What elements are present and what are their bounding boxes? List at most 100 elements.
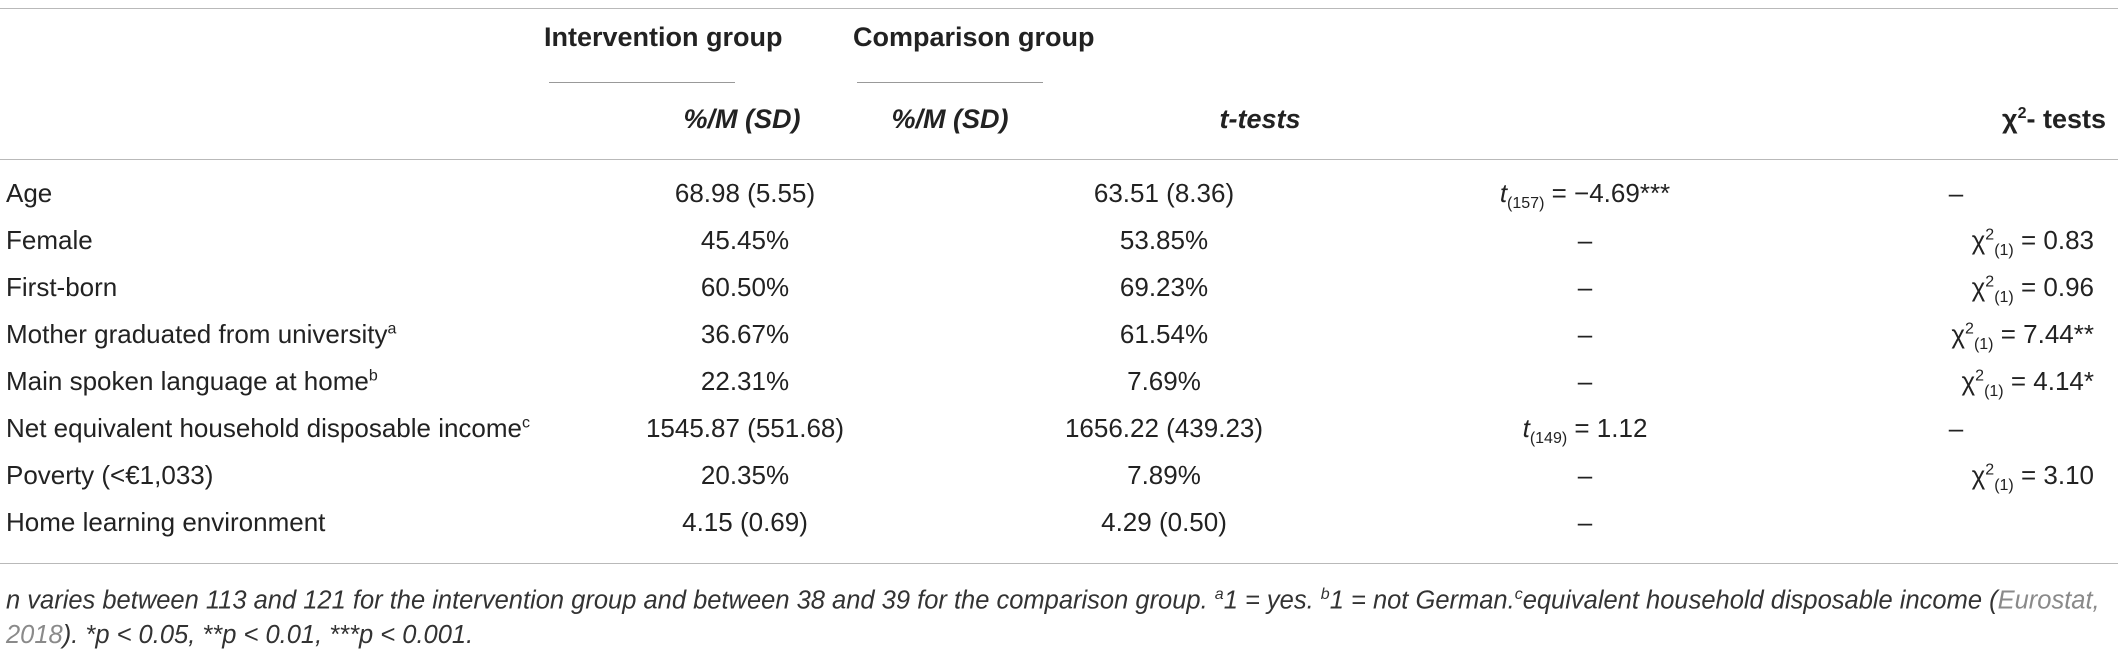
table-row: Poverty (<€1,033) 20.35% 7.89% – χ2(1) = 3.1…	[0, 452, 2118, 499]
chi-sup: 2	[1985, 226, 1995, 244]
comparison-value: 69.23%	[1119, 272, 1209, 302]
table-row: Home learning environment 4.15 (0.69) 4.29…	[0, 499, 2118, 546]
footnote-text-3: 1 = not German.	[1329, 586, 1515, 615]
row-label-text: Female	[6, 225, 93, 255]
footnote-sup-c: c	[1514, 586, 1523, 603]
row-label-text: Home learning environment	[6, 507, 326, 537]
t-empty: –	[1577, 366, 1593, 396]
t-df: (157)	[1507, 195, 1545, 213]
t-empty: –	[1577, 272, 1593, 302]
comparison-value: 4.29 (0.50)	[1101, 507, 1227, 537]
chi-df: (1)	[1973, 336, 1994, 354]
footnote-text-1: n varies between 113 and 121 for the int…	[6, 586, 1215, 615]
intervention-underline	[549, 82, 735, 83]
footnote-text-2: 1 = yes.	[1223, 586, 1321, 615]
table-footnote: n varies between 113 and 121 for the int…	[6, 578, 2106, 652]
footnote-text-5: ). *p < 0.05, **p < 0.01, ***p < 0.001.	[62, 620, 474, 649]
table-row: First-born 60.50% 69.23% – χ2(1) = 0.96	[0, 264, 2118, 311]
intervention-value: 20.35%	[700, 460, 790, 490]
t-test-value: –	[1435, 272, 1735, 303]
chi-sup: 2	[1965, 320, 1974, 338]
table-row: Age 68.98 (5.55) 63.51 (8.36) t(157) = −4.6…	[0, 170, 2118, 217]
t-test-value: –	[1435, 507, 1735, 538]
t-symbol: t	[1499, 178, 1508, 208]
chi-test-value: –	[1926, 413, 1986, 444]
chi-df: (1)	[1994, 289, 2014, 307]
t-test-value: –	[1435, 319, 1735, 350]
footnote-sup-b: b	[1320, 586, 1330, 603]
chi-test-value: χ2(1) = 0.96	[1834, 272, 2094, 307]
table-row: Net equivalent household disposable inco…	[0, 405, 2118, 452]
row-label-sup: a	[387, 320, 397, 338]
comparison-value: 1656.22 (439.23)	[1064, 413, 1264, 443]
comparison-underline	[857, 82, 1043, 83]
t-test-value: –	[1435, 225, 1735, 256]
intervention-value: 4.15 (0.69)	[682, 507, 808, 537]
row-label: Mother graduated from universitya	[6, 319, 396, 350]
row-label-sup: b	[368, 367, 378, 385]
row-label-text: Main spoken language at home	[6, 366, 369, 396]
chi-symbol: χ	[1971, 460, 1986, 490]
row-label-sup: c	[522, 414, 531, 432]
t-test-value: t(157) = −4.69***	[1435, 178, 1735, 213]
subheader-ttests: t-tests	[1219, 104, 1301, 134]
comparison-value: 53.85%	[1119, 225, 1209, 255]
chi-test-value: χ2(1) = 3.10	[1834, 460, 2094, 495]
intervention-value: 36.67%	[700, 319, 790, 349]
header-intervention-group: Intervention group	[544, 22, 944, 53]
chi-df: (1)	[1994, 477, 2014, 495]
chi-symbol: χ	[1951, 319, 1966, 349]
chi-empty: –	[1948, 413, 1964, 443]
eurostat-citation-link[interactable]: Eurostat, 2018	[6, 586, 2100, 649]
chi-test-value: χ2(1) = 4.14*	[1834, 366, 2094, 401]
chi-header-symbol: χ	[2002, 104, 2018, 134]
chi-symbol: χ	[1971, 225, 1986, 255]
chi-result: = 3.10	[2013, 460, 2094, 490]
row-label: Net equivalent household disposable inco…	[6, 413, 530, 444]
chi-result: = 0.96	[2013, 272, 2094, 302]
top-rule	[0, 8, 2118, 9]
chi-header-sup: 2	[2017, 105, 2027, 122]
comparison-value: 63.51 (8.36)	[1093, 178, 1235, 208]
table-row: Mother graduated from universitya 36.67% 6…	[0, 311, 2118, 358]
chi-sup: 2	[1975, 367, 1985, 385]
row-label: Main spoken language at homeb	[6, 366, 378, 397]
row-label: Age	[6, 178, 52, 209]
t-symbol: t	[1522, 413, 1530, 443]
t-test-value: –	[1435, 460, 1735, 491]
t-test-value: –	[1435, 366, 1735, 397]
header-comparison-group: Comparison group	[853, 22, 1253, 53]
footnote-sup-a: a	[1214, 586, 1224, 603]
chi-result: = 7.44**	[1993, 319, 2094, 349]
chi-symbol: χ	[1971, 272, 1986, 302]
chi-sup: 2	[1985, 461, 1995, 479]
chi-header-rest: - tests	[2026, 104, 2106, 134]
intervention-value: 68.98 (5.55)	[674, 178, 816, 208]
header-comparison-label: Comparison group	[853, 22, 1095, 52]
row-label: Poverty (<€1,033)	[6, 460, 213, 491]
intervention-value: 60.50%	[700, 272, 790, 302]
chi-result: = 0.83	[2013, 225, 2094, 255]
chi-empty: –	[1948, 178, 1964, 208]
chi-test-value: χ2(1) = 7.44**	[1834, 319, 2094, 354]
row-label-text: First-born	[6, 272, 118, 302]
t-test-value: t(149) = 1.12	[1435, 413, 1735, 448]
t-empty: –	[1577, 460, 1593, 490]
table-row: Main spoken language at homeb 22.31% 7.69%…	[0, 358, 2118, 405]
chi-symbol: χ	[1961, 366, 1976, 396]
row-label-text: Net equivalent household disposable inco…	[6, 413, 523, 443]
row-label: Home learning environment	[6, 507, 325, 538]
t-df: (149)	[1529, 430, 1568, 448]
row-label-text: Poverty (<€1,033)	[6, 460, 214, 490]
t-empty: –	[1577, 225, 1593, 255]
t-empty: –	[1577, 507, 1593, 537]
intervention-value: 45.45%	[700, 225, 790, 255]
bottom-rule	[0, 563, 2118, 564]
t-result: = −4.69***	[1544, 178, 1671, 208]
chi-test-value: –	[1926, 178, 1986, 209]
comparison-value: 61.54%	[1119, 319, 1209, 349]
subheader-intervention: %/M (SD)	[683, 104, 801, 134]
table-row: Female 45.45% 53.85% – χ2(1) = 0.83	[0, 217, 2118, 264]
header-rule	[0, 159, 2118, 160]
header-intervention-label: Intervention group	[544, 22, 783, 52]
